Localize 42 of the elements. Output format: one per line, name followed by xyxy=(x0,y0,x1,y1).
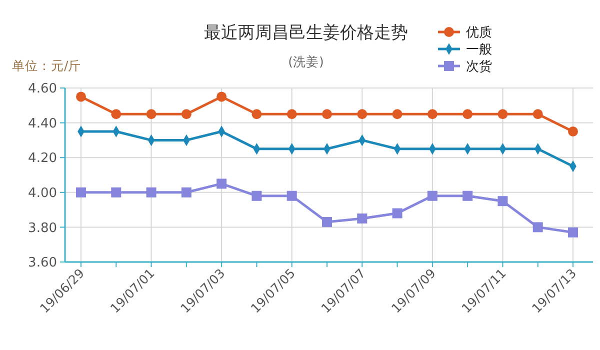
point xyxy=(462,109,473,120)
point xyxy=(286,190,297,201)
point xyxy=(498,109,508,120)
point xyxy=(357,214,368,224)
point xyxy=(427,109,438,120)
point xyxy=(111,187,122,198)
y-tick-label: 4.00 xyxy=(28,186,57,201)
point xyxy=(392,208,402,218)
point xyxy=(252,109,262,120)
y-tick-label: 4.60 xyxy=(28,82,57,97)
point xyxy=(357,109,368,120)
point xyxy=(532,222,543,232)
y-tick-label: 3.60 xyxy=(28,256,57,271)
point xyxy=(568,126,578,136)
point xyxy=(427,190,438,201)
y-tick-label: 4.40 xyxy=(28,116,57,132)
point xyxy=(392,109,402,120)
point xyxy=(498,196,508,206)
y-axis-title: 单位：元/斤 xyxy=(12,58,82,73)
y-tick-label: 4.20 xyxy=(28,151,57,166)
legend-label: 优质 xyxy=(466,26,492,41)
point xyxy=(568,227,578,238)
point xyxy=(146,187,156,198)
point xyxy=(322,109,332,120)
point xyxy=(76,92,86,102)
point xyxy=(322,216,332,227)
chart-subtitle: (洗姜) xyxy=(288,54,324,69)
point xyxy=(462,190,473,201)
point xyxy=(76,187,86,198)
point xyxy=(216,178,227,189)
point xyxy=(111,109,122,120)
point xyxy=(252,190,262,201)
point xyxy=(181,109,192,120)
point xyxy=(181,187,192,198)
legend-label: 次货 xyxy=(466,60,492,75)
point xyxy=(216,92,227,102)
chart-title: 最近两周昌邑生姜价格走势 xyxy=(204,23,408,43)
legend-label: 一般 xyxy=(466,42,492,58)
point xyxy=(532,109,543,120)
point xyxy=(286,109,297,120)
y-tick-label: 3.80 xyxy=(28,220,57,236)
point xyxy=(146,109,156,120)
